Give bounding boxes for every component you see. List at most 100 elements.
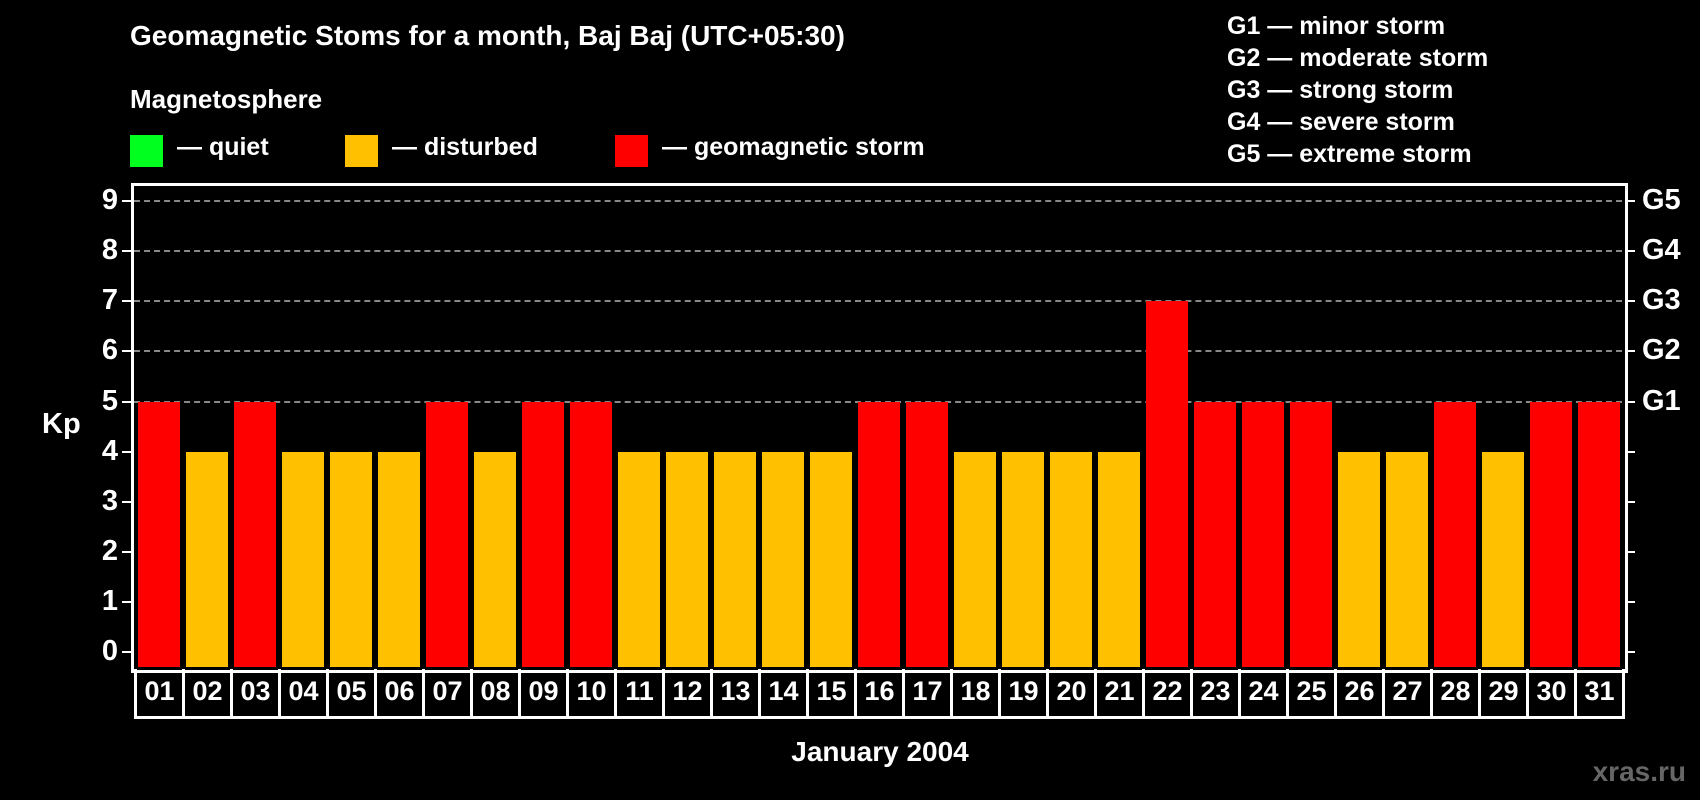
- x-axis-label: January 2004: [791, 736, 969, 767]
- g-legend-item: G3 — strong storm: [1227, 76, 1454, 104]
- x-tick-label: 04: [278, 669, 326, 716]
- bar-day-06: [378, 451, 420, 667]
- bar-day-26: [1338, 451, 1380, 667]
- y-tick-label: 2: [101, 534, 118, 567]
- x-tick-label: 17: [902, 669, 950, 716]
- bar-day-08: [474, 451, 516, 667]
- y-tick: [122, 450, 132, 453]
- bar-day-12: [666, 451, 708, 667]
- x-tick-label: 29: [1478, 669, 1526, 716]
- y-tick-right: [1625, 450, 1635, 453]
- y-tick-label: 8: [101, 234, 118, 267]
- x-tick-label: 21: [1094, 669, 1142, 716]
- x-tick-label: 01: [134, 669, 182, 716]
- legend-label: — geomagnetic storm: [662, 133, 925, 161]
- y-tick-label: 7: [101, 284, 118, 317]
- bar-day-09: [522, 401, 564, 667]
- x-tick-label: 23: [1190, 669, 1238, 716]
- x-tick-label: 15: [806, 669, 854, 716]
- y-tick: [122, 200, 132, 203]
- y-tick-label: 3: [101, 484, 118, 517]
- g-legend-item: G4 — severe storm: [1227, 108, 1455, 136]
- gridline: [134, 250, 1622, 253]
- g-legend-item: G5 — extreme storm: [1227, 140, 1472, 168]
- x-tick-label: 05: [326, 669, 374, 716]
- legend-swatch: [615, 135, 648, 167]
- y-tick: [122, 500, 132, 503]
- right-axis-label: G1: [1642, 384, 1681, 417]
- bar-day-14: [762, 451, 804, 667]
- x-tick-label: 11: [614, 669, 662, 716]
- right-axis-label: G5: [1642, 184, 1681, 217]
- x-tick-label: 18: [950, 669, 998, 716]
- y-tick-right: [1625, 651, 1635, 653]
- x-tick-label: 27: [1382, 669, 1430, 716]
- bar-day-05: [330, 451, 372, 667]
- x-tick-label: 07: [422, 669, 470, 716]
- y-tick-right: [1625, 200, 1635, 203]
- x-tick-label: 16: [854, 669, 902, 716]
- x-tick-label: 19: [998, 669, 1046, 716]
- x-label-row: [134, 669, 1625, 719]
- x-tick-label: 12: [662, 669, 710, 716]
- bar-day-21: [1098, 451, 1140, 667]
- section-label: Magnetosphere: [130, 84, 323, 114]
- x-tick-label: 08: [470, 669, 518, 716]
- bar-day-28: [1434, 401, 1476, 667]
- x-tick-label: 24: [1238, 669, 1286, 716]
- bar-day-31: [1578, 401, 1620, 667]
- bar-day-23: [1194, 401, 1236, 667]
- bar-day-22: [1146, 301, 1188, 667]
- bar-day-24: [1242, 401, 1284, 667]
- gridline: [134, 300, 1622, 303]
- bar-day-10: [570, 401, 612, 667]
- y-tick: [122, 250, 132, 253]
- y-tick-right: [1625, 600, 1635, 603]
- right-axis-label: G2: [1642, 334, 1681, 367]
- right-axis-label: G4: [1642, 234, 1681, 267]
- bar-day-16: [858, 401, 900, 667]
- gridline: [134, 350, 1622, 353]
- legend-label: — disturbed: [392, 133, 538, 161]
- y-tick-label: 1: [101, 584, 118, 617]
- bar-day-19: [1002, 451, 1044, 667]
- y-tick-right: [1625, 550, 1635, 553]
- bar-day-01: [138, 401, 180, 667]
- y-tick-right: [1625, 500, 1635, 503]
- x-tick-label: 06: [374, 669, 422, 716]
- x-tick-label: 14: [758, 669, 806, 716]
- gridline: [134, 200, 1622, 203]
- y-tick-label: 4: [101, 434, 118, 467]
- g-legend-item: G1 — minor storm: [1227, 12, 1446, 40]
- bar-day-25: [1290, 401, 1332, 667]
- y-tick: [122, 651, 132, 653]
- bar-day-30: [1530, 401, 1572, 667]
- plot-frame: [131, 183, 1628, 673]
- legend-swatch: [130, 135, 163, 167]
- chart-title: Geomagnetic Stoms for a month, Baj Baj (…: [130, 20, 845, 51]
- y-tick: [122, 550, 132, 553]
- g-legend-item: G2 — moderate storm: [1227, 44, 1489, 72]
- x-tick-label: 28: [1430, 669, 1478, 716]
- bar-day-11: [618, 451, 660, 667]
- right-axis-label: G3: [1642, 284, 1681, 317]
- y-axis-label: Kp: [42, 408, 81, 440]
- bar-day-03: [234, 401, 276, 667]
- legend-label: — quiet: [177, 133, 269, 161]
- bar-day-13: [714, 451, 756, 667]
- y-tick-right: [1625, 250, 1635, 253]
- bar-day-04: [282, 451, 324, 667]
- x-tick-label: 20: [1046, 669, 1094, 716]
- bar-day-20: [1050, 451, 1092, 667]
- y-tick-right: [1625, 300, 1635, 303]
- bar-day-27: [1386, 451, 1428, 667]
- y-tick-label: 9: [101, 184, 118, 217]
- x-tick-label: 10: [566, 669, 614, 716]
- watermark: xras.ru: [1592, 756, 1686, 787]
- x-tick-label: 13: [710, 669, 758, 716]
- x-tick-label: 09: [518, 669, 566, 716]
- y-tick: [122, 350, 132, 353]
- y-tick-label: 0: [101, 635, 118, 667]
- bar-day-07: [426, 401, 468, 667]
- x-tick-label: 02: [182, 669, 230, 716]
